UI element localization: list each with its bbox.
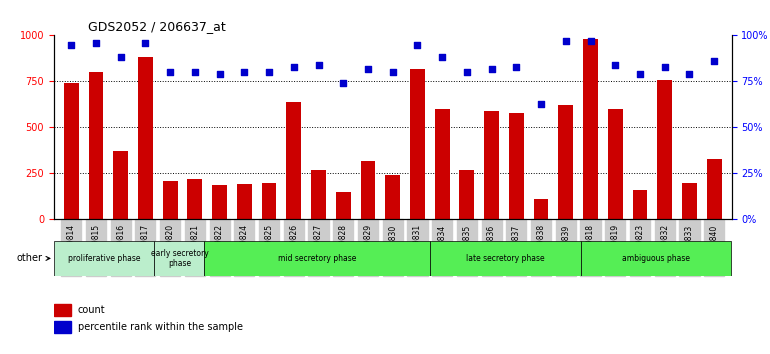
Bar [583,39,598,219]
Bar [410,69,425,219]
Point [436,55,448,60]
Bar [435,109,450,219]
Point [634,71,646,77]
Bar [360,161,376,219]
Point [511,64,523,69]
Bar [286,102,301,219]
Point [115,55,127,60]
Point [288,64,300,69]
Point [658,64,671,69]
Point [708,58,721,64]
Bar [460,170,474,219]
Point [65,42,77,47]
Text: early secretory
phase: early secretory phase [150,249,208,268]
Text: late secretory phase: late secretory phase [467,254,545,263]
Bar [484,111,499,219]
Bar [633,190,648,219]
Bar [64,83,79,219]
Bar [558,105,573,219]
FancyBboxPatch shape [54,241,154,276]
Bar [54,321,71,333]
Point [535,101,547,106]
Point [313,62,325,68]
Point [411,42,424,47]
Text: count: count [78,305,105,315]
Bar [336,192,350,219]
Bar [534,199,548,219]
Bar [658,80,672,219]
Bar [113,152,128,219]
FancyBboxPatch shape [154,241,205,276]
Point [189,69,201,75]
Point [683,71,695,77]
Text: GDS2052 / 206637_at: GDS2052 / 206637_at [88,20,226,33]
Point [485,66,497,72]
Bar [187,179,203,219]
Bar [262,183,276,219]
Bar [237,184,252,219]
Bar [213,184,227,219]
Point [263,69,275,75]
Point [362,66,374,72]
Text: proliferative phase: proliferative phase [68,254,140,263]
Point [460,69,473,75]
Point [560,38,572,44]
Bar [89,72,103,219]
FancyBboxPatch shape [205,241,430,276]
Point [387,69,399,75]
Point [238,69,250,75]
Point [584,38,597,44]
Point [90,40,102,46]
Bar [608,109,623,219]
Bar [682,183,697,219]
Bar [162,181,178,219]
Bar [311,170,326,219]
Bar [509,113,524,219]
FancyBboxPatch shape [581,241,732,276]
Point [609,62,621,68]
Text: percentile rank within the sample: percentile rank within the sample [78,322,243,332]
Bar [138,57,152,219]
Point [213,71,226,77]
Bar [385,175,400,219]
Point [337,80,350,86]
Text: ambiguous phase: ambiguous phase [622,254,690,263]
Text: mid secretory phase: mid secretory phase [278,254,357,263]
Point [139,40,152,46]
Text: other: other [16,253,50,263]
Bar [707,159,721,219]
Bar [54,304,71,316]
Point [164,69,176,75]
FancyBboxPatch shape [430,241,581,276]
